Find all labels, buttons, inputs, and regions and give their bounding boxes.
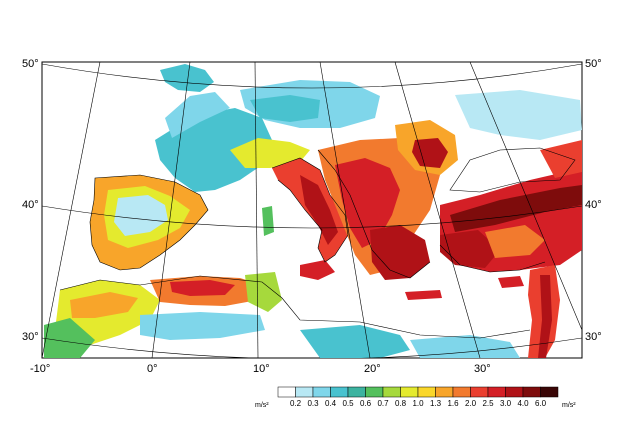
lat-label-30-right: 30°: [585, 331, 602, 343]
meridian-m10: [42, 62, 101, 358]
legend-swatch: [540, 386, 559, 398]
hazard-italy-core: [300, 175, 338, 245]
graticule: [42, 62, 582, 358]
legend-swatch: [470, 386, 489, 398]
lon-label-20: 20°: [364, 363, 381, 375]
coast-italy: [271, 157, 349, 263]
hazard-libya: [300, 325, 410, 358]
legend-swatch: [452, 386, 471, 398]
lat-label-50-left: 50°: [22, 58, 39, 70]
legend-swatch: [277, 386, 296, 398]
parallel-30: [42, 337, 582, 358]
legend-break-label: 1.3: [430, 399, 442, 408]
coast-balkans: [317, 149, 431, 279]
coast-north-africa: [59, 275, 531, 339]
hazard-iberia-core: [114, 195, 168, 236]
legend-swatch: [382, 386, 401, 398]
meridian-0: [151, 62, 191, 358]
legend-break-label: 0.6: [360, 399, 372, 408]
lon-label-30: 30°: [474, 363, 491, 375]
lat-label-30-left: 30°: [22, 331, 39, 343]
hazard-naf: [450, 185, 582, 232]
lon-label-10: 10°: [253, 363, 270, 375]
hazard-germany: [250, 95, 320, 122]
meridian-20: [319, 62, 371, 358]
hazard-sardinia: [262, 206, 274, 236]
coast-turkey-south: [439, 244, 546, 273]
hazard-layer: [44, 64, 582, 358]
hazard-britain: [160, 64, 214, 92]
hazard-egypt: [410, 335, 520, 358]
legend-break-label: 0.3: [307, 399, 319, 408]
legend-swatch: [295, 386, 314, 398]
hazard-crete: [405, 290, 442, 300]
lat-label-40-right: 40°: [585, 199, 602, 211]
legend-break-label: 6.0: [535, 399, 547, 408]
legend-swatch: [365, 386, 384, 398]
legend-break-label: 1.0: [412, 399, 424, 408]
legend-swatch: [435, 386, 454, 398]
legend-swatches: [277, 386, 559, 398]
hazard-caucasus: [540, 140, 582, 178]
hazard-balkans-high: [335, 158, 400, 248]
legend-break-label: 0.2: [290, 399, 302, 408]
hazard-vrancea: [412, 138, 448, 168]
legend-unit-right: m/s²: [562, 402, 576, 409]
hazard-alps: [230, 138, 310, 168]
legend-swatch: [347, 386, 366, 398]
parallel-50: [42, 63, 582, 89]
legend-swatch: [312, 386, 331, 398]
hazard-dead-sea-fault: [538, 275, 552, 358]
legend-break-label: 0.4: [325, 399, 337, 408]
legend-swatch: [522, 386, 541, 398]
legend-break-label: 2.0: [465, 399, 477, 408]
legend-break-label: 3.0: [500, 399, 512, 408]
coastlines: [59, 147, 576, 339]
legend-labels: 0.2 0.3 0.4 0.5 0.6 0.7 0.8 1.0 1.3 1.6 2.0 2.5 3.0 4…: [290, 399, 547, 408]
hazard-france-west: [165, 92, 230, 138]
legend-break-label: 4.0: [517, 399, 529, 408]
meridian-10: [254, 62, 259, 358]
legend-break-label: 0.8: [395, 399, 407, 408]
legend-break-label: 0.5: [342, 399, 354, 408]
hazard-turkey-center: [485, 225, 545, 258]
coast-iberia: [89, 174, 209, 271]
meridian-40: [469, 62, 582, 331]
lat-label-50-right: 50°: [585, 58, 602, 70]
legend-swatch: [417, 386, 436, 398]
legend-break-label: 1.6: [447, 399, 459, 408]
hazard-cyprus: [498, 276, 524, 288]
hazard-algeria-high: [170, 280, 235, 296]
parallel-40: [42, 205, 582, 229]
legend-swatch: [505, 386, 524, 398]
legend-swatch: [487, 386, 506, 398]
hazard-morocco-coast: [70, 292, 138, 318]
hazard-anatolia-west: [440, 230, 500, 268]
lon-label-m10: -10°: [30, 363, 50, 375]
meridian-30: [394, 62, 481, 358]
legend: 0.2 0.3 0.4 0.5 0.6 0.7 0.8 1.0 1.3 1.6 2.0 2.5 3.0 4…: [255, 386, 576, 409]
legend-swatch: [400, 386, 419, 398]
lat-label-40-left: 40°: [22, 199, 39, 211]
hazard-tunisia: [245, 272, 282, 312]
hazard-greece: [370, 225, 430, 280]
hazard-sahara-atlas: [140, 312, 265, 340]
coast-black-sea: [449, 147, 576, 193]
legend-unit-left: m/s²: [255, 402, 269, 409]
hazard-sicily: [300, 260, 335, 280]
lon-label-0: 0°: [147, 363, 158, 375]
legend-break-label: 2.5: [482, 399, 494, 408]
hazard-sahara-west: [44, 318, 95, 358]
legend-swatch: [330, 386, 349, 398]
legend-break-label: 0.7: [377, 399, 389, 408]
